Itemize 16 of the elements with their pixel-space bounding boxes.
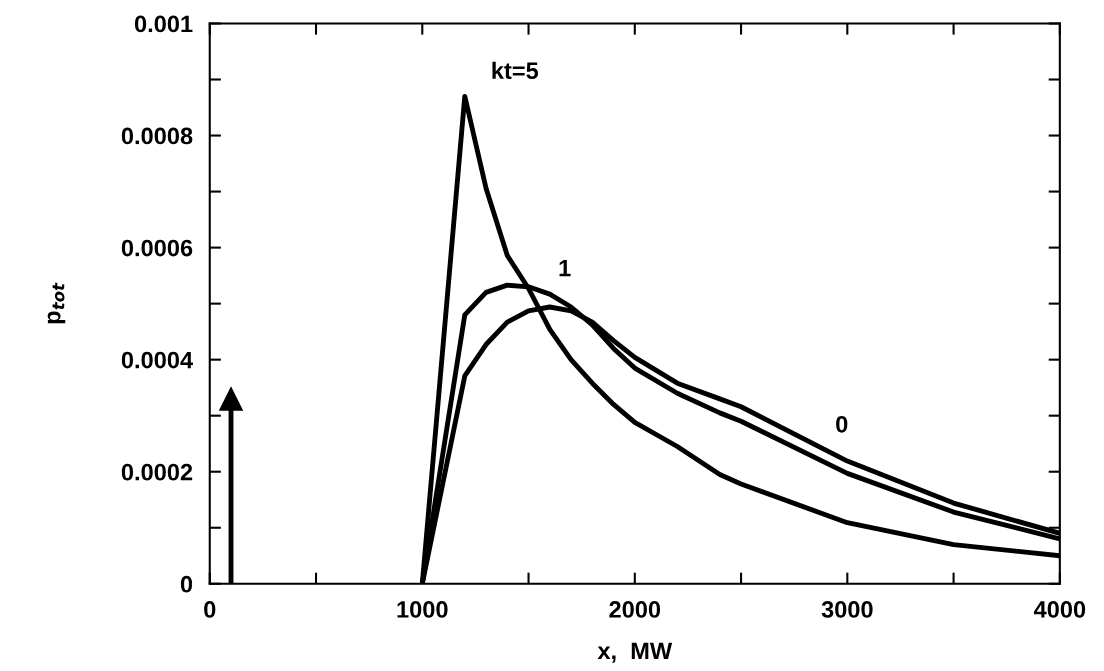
legend-label: kt=5: [492, 61, 539, 80]
x-axis-title: x, MW: [597, 642, 673, 663]
x-tick-label: 4000: [1033, 601, 1086, 618]
y-axis-title: p$_{tot}$: [47, 282, 66, 324]
series-label: 1: [559, 260, 571, 277]
y-tick-label: 0.0004: [121, 351, 193, 369]
series-label: 0: [836, 415, 848, 433]
x-tick-label: 2000: [609, 601, 661, 618]
y-tick-label: 0.0002: [121, 463, 193, 481]
y-tick-label: 0.001: [134, 15, 193, 33]
y-tick-label: 0.0008: [121, 127, 193, 145]
y-tick-label: 0: [180, 575, 193, 593]
x-tick-label: 1000: [397, 601, 448, 618]
y-tick-label: 0.0006: [121, 239, 193, 257]
x-tick-label: 3000: [821, 601, 873, 618]
x-tick-label: 0: [204, 601, 216, 618]
